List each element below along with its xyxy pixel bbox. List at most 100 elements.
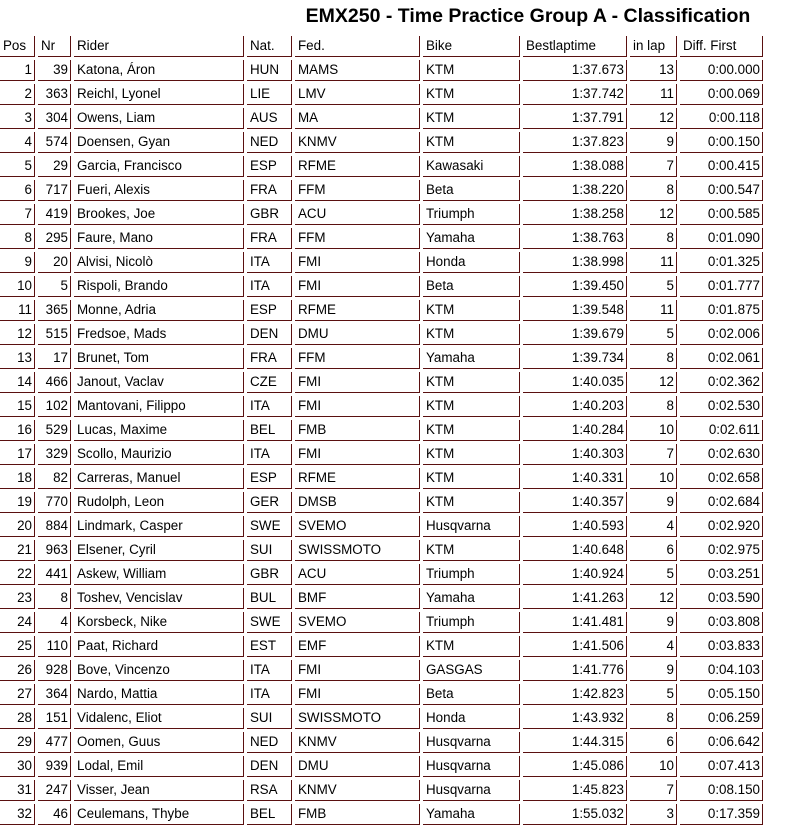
cell-in-lap: 9: [630, 660, 677, 681]
cell-nr: 20: [38, 252, 71, 273]
cell-rider: Owens, Liam: [74, 108, 244, 129]
cell-fed: KNMV: [295, 132, 420, 153]
cell-diff-first: 0:02.684: [680, 492, 763, 513]
cell-in-lap: 5: [630, 684, 677, 705]
cell-rider: Fredsoe, Mads: [74, 324, 244, 345]
cell-bike: Husqvarna: [423, 780, 520, 801]
cell-bike: GASGAS: [423, 660, 520, 681]
cell-nr: 151: [38, 708, 71, 729]
cell-bike: Husqvarna: [423, 756, 520, 777]
cell-fed: SVEMO: [295, 516, 420, 537]
cell-nr: 5: [38, 276, 71, 297]
cell-diff-first: 0:00.000: [680, 60, 763, 81]
cell-diff-first: 0:00.415: [680, 156, 763, 177]
cell-rider: Korsbeck, Nike: [74, 612, 244, 633]
cell-bike: Yamaha: [423, 228, 520, 249]
table-row: 25 110 Paat, Richard EST EMF KTM 1:41.506 4 0:03…: [0, 636, 763, 657]
cell-nat: ESP: [247, 156, 292, 177]
table-row: 18 82 Carreras, Manuel ESP RFME KTM 1:40.331 10…: [0, 468, 763, 489]
cell-nat: SWE: [247, 612, 292, 633]
cell-in-lap: 7: [630, 780, 677, 801]
column-header-nat: Nat.: [247, 36, 292, 57]
table-row: 31 247 Visser, Jean RSA KNMV Husqvarna 1:45.82…: [0, 780, 763, 801]
cell-nr: 110: [38, 636, 71, 657]
cell-diff-first: 0:03.808: [680, 612, 763, 633]
cell-rider: Ceulemans, Thybe: [74, 804, 244, 825]
cell-pos: 9: [0, 252, 35, 273]
cell-bike: KTM: [423, 300, 520, 321]
cell-rider: Lucas, Maxime: [74, 420, 244, 441]
cell-nat: SUI: [247, 540, 292, 561]
cell-pos: 4: [0, 132, 35, 153]
cell-diff-first: 0:08.150: [680, 780, 763, 801]
header-row: Pos Nr Rider Nat. Fed. Bike Bestlaptime in lap D…: [0, 36, 763, 57]
cell-nr: 466: [38, 372, 71, 393]
cell-nat: BUL: [247, 588, 292, 609]
cell-nr: 939: [38, 756, 71, 777]
cell-in-lap: 10: [630, 468, 677, 489]
cell-pos: 22: [0, 564, 35, 585]
cell-bestlaptime: 1:41.776: [523, 660, 627, 681]
cell-diff-first: 0:01.325: [680, 252, 763, 273]
cell-diff-first: 0:03.833: [680, 636, 763, 657]
cell-pos: 6: [0, 180, 35, 201]
table-row: 13 17 Brunet, Tom FRA FFM Yamaha 1:39.734 8 0:02…: [0, 348, 763, 369]
cell-rider: Lodal, Emil: [74, 756, 244, 777]
cell-diff-first: 0:02.530: [680, 396, 763, 417]
cell-bestlaptime: 1:40.357: [523, 492, 627, 513]
cell-diff-first: 0:02.362: [680, 372, 763, 393]
cell-nr: 770: [38, 492, 71, 513]
cell-nr: 963: [38, 540, 71, 561]
cell-in-lap: 11: [630, 252, 677, 273]
cell-pos: 16: [0, 420, 35, 441]
table-row: 23 8 Toshev, Vencislav BUL BMF Yamaha 1:41.263…: [0, 588, 763, 609]
table-row: 17 329 Scollo, Maurizio ITA FMI KTM 1:40.303 7 0…: [0, 444, 763, 465]
table-row: 28 151 Vidalenc, Eliot SUI SWISSMOTO Honda 1:4…: [0, 708, 763, 729]
cell-in-lap: 5: [630, 324, 677, 345]
cell-pos: 19: [0, 492, 35, 513]
cell-nat: ESP: [247, 468, 292, 489]
cell-fed: SWISSMOTO: [295, 708, 420, 729]
cell-nr: 29: [38, 156, 71, 177]
cell-nat: NED: [247, 732, 292, 753]
cell-pos: 17: [0, 444, 35, 465]
cell-nr: 363: [38, 84, 71, 105]
table-row: 6 717 Fueri, Alexis FRA FFM Beta 1:38.220 8 0:00…: [0, 180, 763, 201]
table-row: 14 466 Janout, Vaclav CZE FMI KTM 1:40.035 12 0:…: [0, 372, 763, 393]
cell-bestlaptime: 1:38.220: [523, 180, 627, 201]
cell-nr: 82: [38, 468, 71, 489]
cell-fed: EMF: [295, 636, 420, 657]
cell-diff-first: 0:02.975: [680, 540, 763, 561]
cell-bike: Beta: [423, 684, 520, 705]
column-header-rider: Rider: [74, 36, 244, 57]
cell-nr: 295: [38, 228, 71, 249]
table-row: 11 365 Monne, Adria ESP RFME KTM 1:39.548 11 0:0…: [0, 300, 763, 321]
cell-rider: Paat, Richard: [74, 636, 244, 657]
table-row: 4 574 Doensen, Gyan NED KNMV KTM 1:37.823 9 0:00…: [0, 132, 763, 153]
cell-diff-first: 0:06.642: [680, 732, 763, 753]
cell-rider: Carreras, Manuel: [74, 468, 244, 489]
cell-diff-first: 0:05.150: [680, 684, 763, 705]
cell-pos: 18: [0, 468, 35, 489]
cell-bestlaptime: 1:45.086: [523, 756, 627, 777]
cell-bestlaptime: 1:40.924: [523, 564, 627, 585]
cell-bike: KTM: [423, 636, 520, 657]
cell-fed: MA: [295, 108, 420, 129]
cell-pos: 29: [0, 732, 35, 753]
cell-diff-first: 0:03.251: [680, 564, 763, 585]
table-row: 2 363 Reichl, Lyonel LIE LMV KTM 1:37.742 11 0:0…: [0, 84, 763, 105]
page-title: EMX250 - Time Practice Group A - Classif…: [305, 5, 751, 27]
cell-rider: Oomen, Guus: [74, 732, 244, 753]
cell-bestlaptime: 1:37.791: [523, 108, 627, 129]
cell-in-lap: 6: [630, 540, 677, 561]
cell-nat: FRA: [247, 228, 292, 249]
cell-bike: KTM: [423, 492, 520, 513]
table-row: 1 39 Katona, Áron HUN MAMS KTM 1:37.673 13 0:00.…: [0, 60, 763, 81]
cell-rider: Katona, Áron: [74, 60, 244, 81]
cell-fed: FMI: [295, 684, 420, 705]
cell-nr: 529: [38, 420, 71, 441]
cell-fed: FMI: [295, 660, 420, 681]
cell-diff-first: 0:02.061: [680, 348, 763, 369]
cell-nr: 329: [38, 444, 71, 465]
cell-pos: 23: [0, 588, 35, 609]
